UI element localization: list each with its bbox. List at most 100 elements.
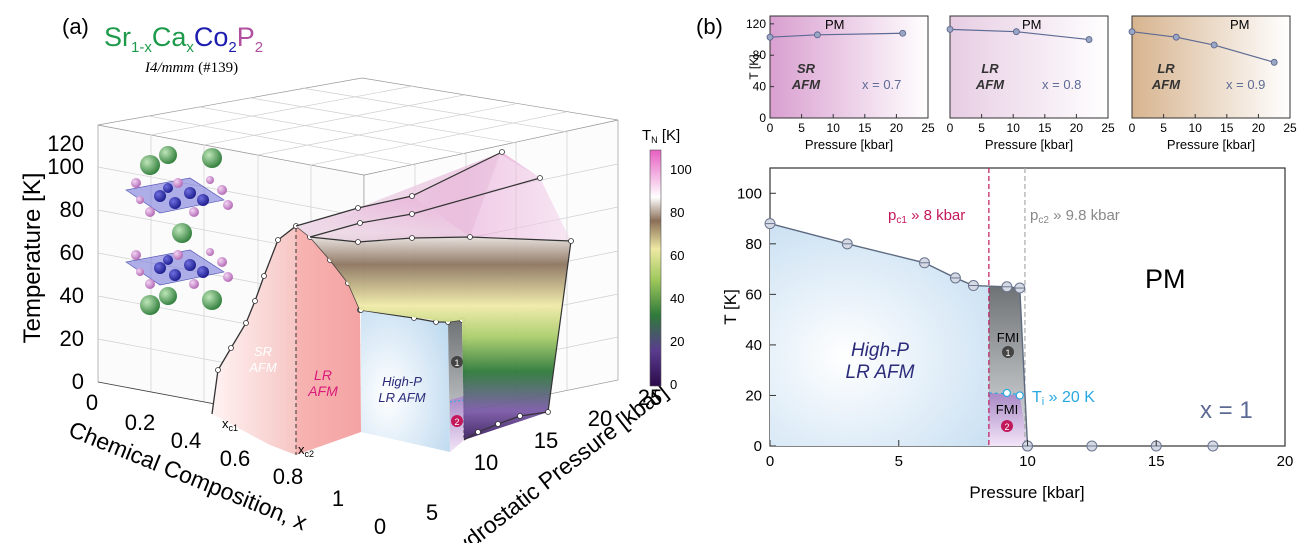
x-equals-1: x = 1	[1200, 397, 1253, 424]
inset-ytick-120: 120	[746, 17, 766, 31]
crystal-structure	[125, 146, 233, 315]
z-tick-20: 20	[60, 326, 84, 351]
inset-2-pm: PM	[1230, 17, 1250, 32]
region-highp-2: LR AFM	[378, 390, 425, 405]
x-tick-0.4: 0.4	[171, 428, 202, 453]
inset-2-line	[1131, 31, 1275, 63]
x-tick-0: 0	[86, 390, 98, 415]
main-ticks: 0 5 10 15 20 0 20 40 60 80 100	[737, 185, 1293, 470]
inset-2-xtick-25: 25	[1283, 121, 1297, 135]
main-ytick-60: 60	[745, 286, 762, 303]
inset-2-region-1: LR	[1157, 61, 1175, 76]
x-tick-0.6: 0.6	[220, 446, 251, 471]
z-tick-120: 120	[47, 131, 84, 156]
inset-ytick-40: 40	[753, 80, 767, 94]
main-xtick-5: 5	[895, 453, 903, 470]
ti-label: Ti » 20 K	[1032, 389, 1095, 408]
ti-line	[988, 392, 1020, 395]
inset-1-point-1	[1012, 28, 1020, 36]
inset-2-point-3	[1270, 58, 1278, 66]
region-sr-2: AFM	[248, 360, 277, 375]
inset-1-x: x = 0.8	[1042, 77, 1081, 92]
inset-1-xtick-5: 5	[978, 121, 985, 135]
x-tick-1: 1	[332, 486, 344, 511]
main-ylabel: T [K]	[721, 289, 740, 325]
region-highp-1: High-P	[382, 374, 422, 389]
inset-2-xtick-5: 5	[1160, 121, 1167, 135]
colorbar-gradient	[649, 149, 662, 387]
inset-1-xlabel: Pressure [kbar]	[985, 137, 1073, 152]
z-tick-80: 80	[60, 197, 84, 222]
formula-co: Co	[194, 22, 229, 52]
inset-1-region-2: AFM	[975, 77, 1005, 92]
insets: PM SR AFM x = 0.7 PM LR AFM x = 0.8 PM L…	[746, 15, 1297, 152]
inset-2-region-2: AFM	[1151, 77, 1181, 92]
inset-1-point-2	[1085, 36, 1093, 43]
inset-ytick-0: 0	[759, 111, 766, 125]
pm-label: PM	[1145, 264, 1186, 294]
badge-1-a	[451, 356, 463, 368]
cbar-tick-100: 100	[670, 162, 692, 177]
inset-0-x: x = 0.7	[862, 77, 901, 92]
inset-0-pm: PM	[825, 17, 845, 32]
p-tick-15: 15	[534, 428, 558, 453]
p-tick-25: 25	[638, 385, 662, 410]
region-lr-1: LR	[314, 367, 332, 383]
inset-0-points	[766, 29, 907, 41]
inset-2-xtick-20: 20	[1252, 121, 1266, 135]
z-axis-label: Temperature [K]	[19, 173, 46, 344]
highp-label-1: High-P	[851, 340, 909, 361]
inset-0-point-2	[899, 29, 907, 37]
space-group: I4/mmm (#139)	[144, 60, 238, 76]
badge-2-b	[1001, 420, 1013, 432]
main-ytick-0: 0	[754, 438, 762, 455]
cbar-tick-80: 80	[670, 205, 684, 220]
panel-a: (a) Sr1-xCaxCo2P2 I4/mmm (#139)	[19, 14, 692, 548]
high-p-area	[770, 223, 1025, 446]
inset-1-xtick-20: 20	[1070, 121, 1084, 135]
p-tick-0: 0	[374, 514, 386, 539]
panel-a-label: (a)	[62, 14, 89, 39]
formula-sub3: 2	[228, 39, 236, 56]
inset-2: PM LR AFM x = 0.9	[1128, 15, 1291, 119]
inset-2-xtick-10: 10	[1189, 121, 1203, 135]
inset-1: PM LR AFM x = 0.8	[946, 15, 1109, 119]
inset-0-xlabel: Pressure [kbar]	[805, 137, 893, 152]
inset-0-xtick-5: 5	[798, 121, 805, 135]
inset-1-xtick-15: 15	[1038, 121, 1052, 135]
inset-1-xtick-10: 10	[1007, 121, 1021, 135]
cbar-tick-20: 20	[670, 334, 684, 349]
cbar-tick-40: 40	[670, 291, 684, 306]
inset-0-xtick-0: 0	[767, 121, 774, 135]
main-xtick-20: 20	[1277, 453, 1294, 470]
formula-sub2: x	[186, 39, 194, 56]
p-tick-5: 5	[426, 500, 438, 525]
space-group-num: (#139)	[198, 60, 238, 76]
main-xtick-0: 0	[766, 453, 774, 470]
inset-ylabel: T [K]	[747, 54, 761, 79]
main-ytick-100: 100	[737, 185, 762, 202]
inset-2-x: x = 0.9	[1226, 77, 1265, 92]
main-xtick-15: 15	[1148, 453, 1165, 470]
inset-2-xlabel: Pressure [kbar]	[1167, 137, 1255, 152]
inset-1-xtick-25: 25	[1101, 121, 1115, 135]
inset-2-point-1	[1172, 33, 1180, 41]
highp-region-a: High-P LR AFM 1 2	[358, 307, 465, 452]
badge-1-a-text: 1	[454, 358, 459, 368]
afm-regions: SR AFM LR AFM xc1 xc2	[211, 223, 363, 459]
inset-0-xtick-25: 25	[921, 121, 935, 135]
z-tick-100: 100	[47, 154, 84, 179]
region-lr-2: AFM	[307, 383, 338, 399]
inset-2-point-0	[1128, 28, 1136, 36]
formula-p: P	[237, 22, 255, 52]
p-tick-20: 20	[588, 406, 612, 431]
main-ytick-20: 20	[745, 387, 762, 404]
panel-b-label: (b)	[696, 14, 723, 39]
inset-0-xtick-10: 10	[827, 121, 841, 135]
formula-sr: Sr	[104, 22, 131, 52]
x-tick-0.8: 0.8	[273, 464, 304, 489]
main-xtick-10: 10	[1019, 453, 1036, 470]
colorbar-label: TN [K]	[642, 127, 680, 145]
badge-1-b-text: 1	[1005, 348, 1010, 358]
